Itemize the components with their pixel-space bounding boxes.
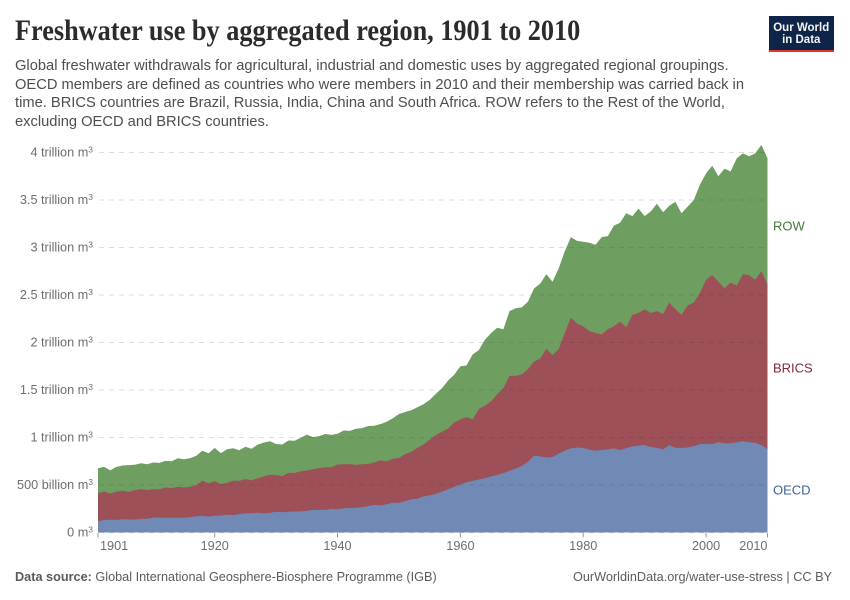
svg-text:0 m3: 0 m3: [67, 525, 93, 540]
svg-text:OECD: OECD: [773, 483, 811, 498]
svg-text:ROW: ROW: [773, 219, 806, 234]
svg-text:1940: 1940: [323, 539, 351, 553]
svg-text:1960: 1960: [446, 539, 474, 553]
svg-text:4 trillion m3: 4 trillion m3: [30, 145, 93, 160]
svg-text:1.5 trillion m3: 1.5 trillion m3: [20, 382, 93, 397]
svg-text:2 trillion m3: 2 trillion m3: [30, 335, 93, 350]
svg-text:1980: 1980: [569, 539, 597, 553]
svg-text:500 billion m3: 500 billion m3: [17, 477, 93, 492]
svg-text:3 trillion m3: 3 trillion m3: [30, 240, 93, 255]
svg-text:BRICS: BRICS: [773, 361, 813, 376]
svg-text:1 trillion m3: 1 trillion m3: [30, 430, 93, 445]
svg-text:2000: 2000: [692, 539, 720, 553]
svg-text:1901: 1901: [100, 539, 128, 553]
svg-text:2.5 trillion m3: 2.5 trillion m3: [20, 287, 93, 302]
svg-text:3.5 trillion m3: 3.5 trillion m3: [20, 192, 93, 207]
svg-text:1920: 1920: [201, 539, 229, 553]
svg-text:2010: 2010: [739, 539, 767, 553]
